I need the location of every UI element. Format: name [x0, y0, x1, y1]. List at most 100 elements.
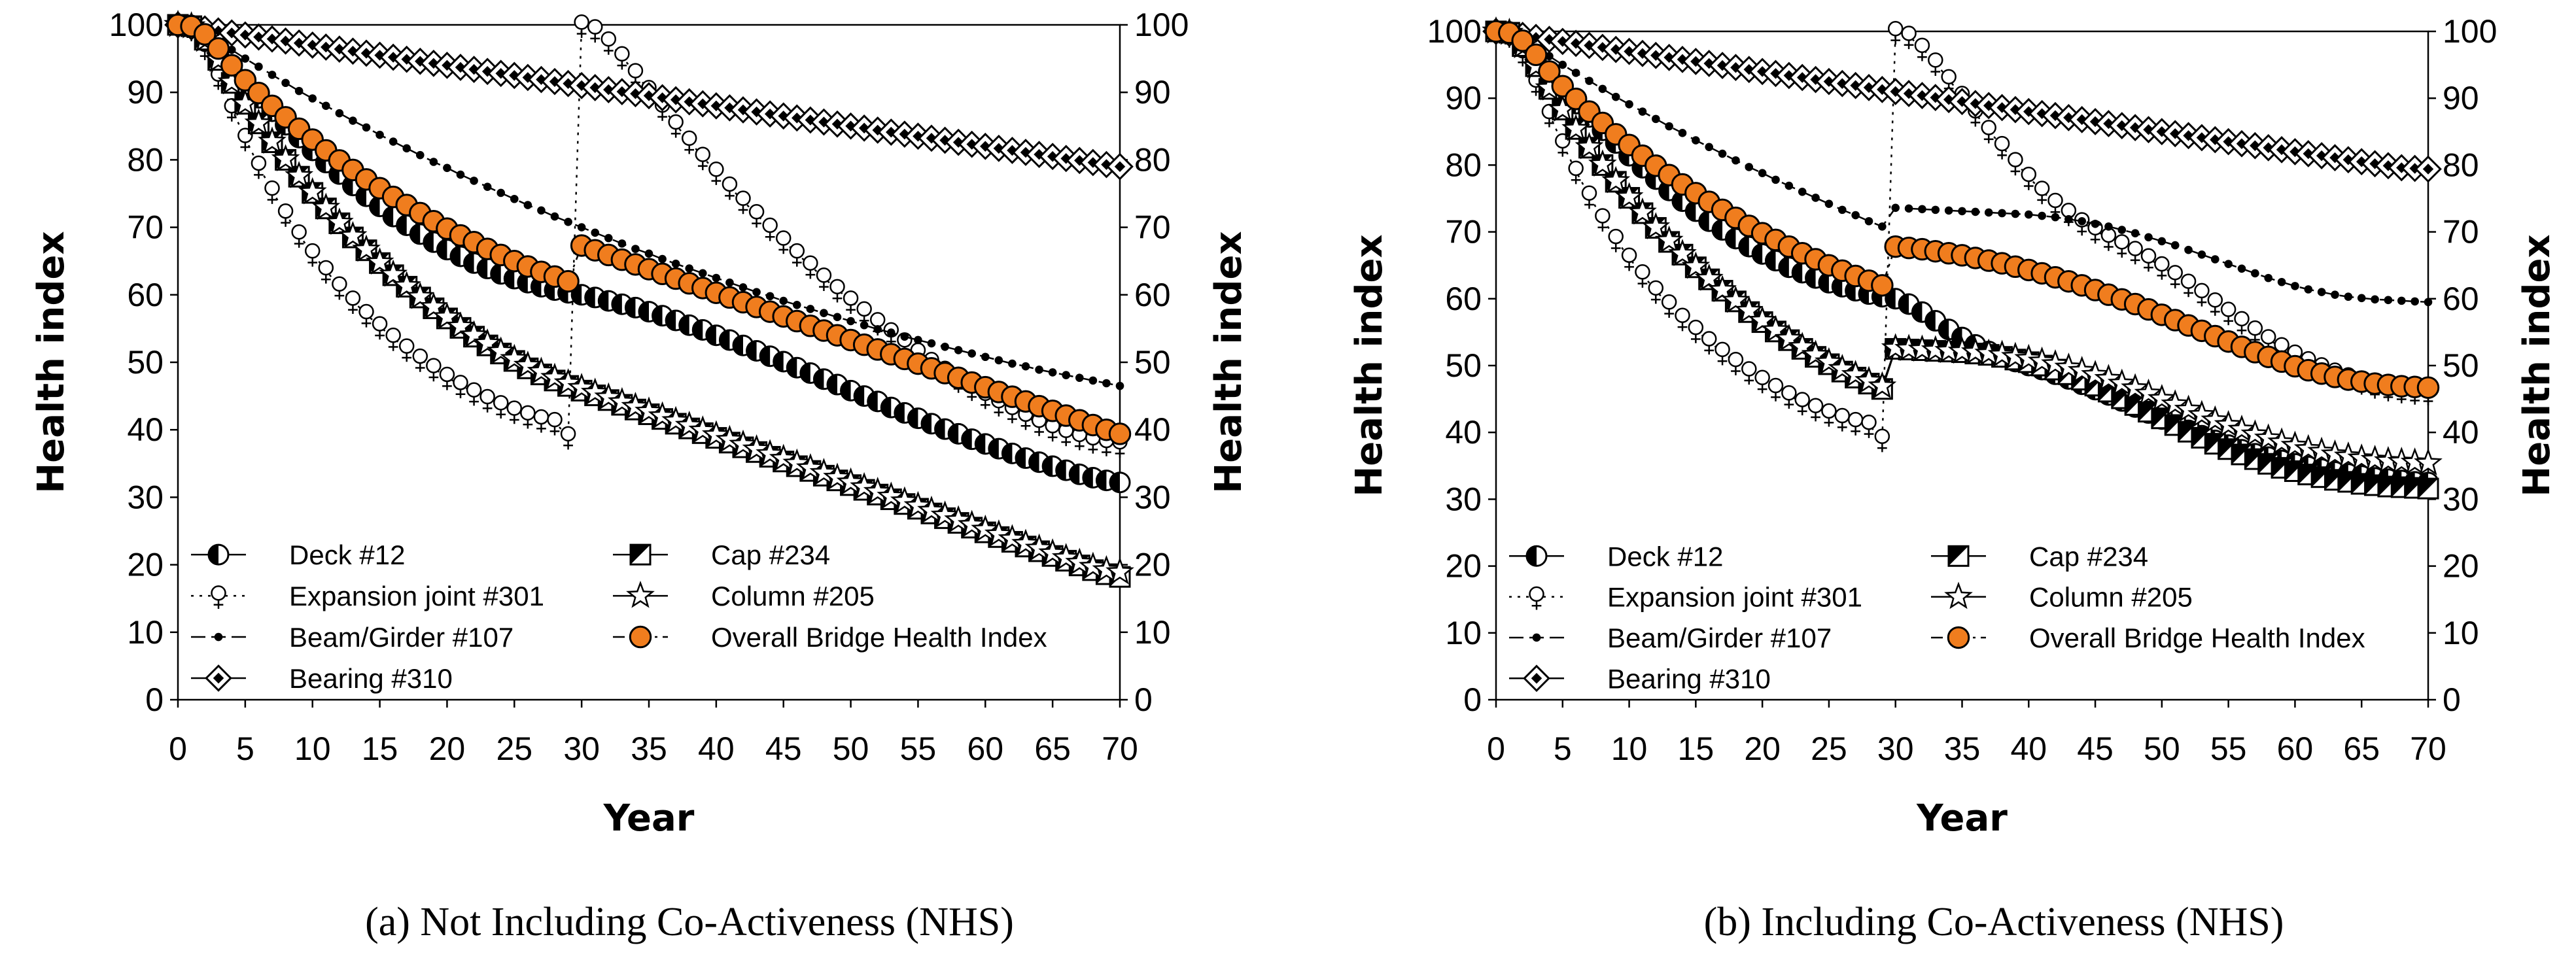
series-expansion-joint-301-marker-cross	[523, 419, 533, 429]
x-tick-label: 45	[765, 730, 802, 767]
series-beam-girder-107-marker	[2371, 295, 2379, 304]
series-expansion-joint-301-marker-cross	[2210, 307, 2220, 316]
series-beam-girder-107-marker	[1102, 379, 1111, 388]
series-expansion-joint-301-marker-cross	[617, 60, 627, 70]
series-expansion-joint-301-marker	[856, 301, 872, 317]
series-beam-girder-107-marker	[698, 269, 707, 278]
series-beam-girder-107-marker	[900, 332, 909, 341]
series-beam-girder-107-marker	[1745, 163, 1754, 171]
series-column-205-marker	[365, 247, 394, 275]
series-expansion-joint-301-marker-cross	[281, 218, 290, 227]
series-expansion-joint-301-marker	[479, 388, 495, 405]
series-beam-girder-107-marker	[618, 239, 627, 248]
series-expansion-joint-301-marker-cross	[334, 290, 345, 300]
series-column-205-marker	[352, 234, 381, 262]
series-beam-girder-107-marker	[308, 94, 317, 103]
series-column-205-marker	[917, 495, 946, 523]
series-beam-girder-107-marker	[752, 288, 761, 296]
y-tick-label-left: 20	[127, 547, 164, 583]
series-deck-12-marker-fill	[1819, 273, 1829, 293]
y-tick-label-right: 30	[2443, 481, 2479, 517]
y-tick-label-left: 30	[127, 479, 164, 515]
series-deck-12-marker-fill	[773, 351, 784, 371]
x-tick-label: 0	[169, 730, 187, 767]
series-expansion-joint-301-marker-cross	[697, 161, 708, 171]
x-tick-label: 70	[1102, 730, 1138, 767]
series-beam-girder-107-marker	[2237, 264, 2246, 273]
series-beam-girder-107-marker	[1008, 359, 1017, 368]
series-expansion-joint-301-marker	[1621, 247, 1637, 264]
series-beam-girder-107-marker	[591, 228, 600, 237]
series-beam-girder-107-marker	[2157, 237, 2167, 246]
series-beam-girder-107-marker	[1824, 199, 1834, 208]
series-beam-girder-107-marker	[765, 292, 775, 301]
series-column-205-marker	[1974, 338, 2004, 366]
y-tick-label-left: 30	[1445, 481, 1482, 517]
series-expansion-joint-301-marker-cross	[980, 400, 990, 409]
legend-marker-cross	[1531, 600, 1542, 610]
series-column-205-marker	[890, 486, 919, 514]
series-expansion-joint-301-marker-cross	[670, 129, 681, 138]
series-beam-girder-107-marker	[1971, 207, 1980, 216]
series-expansion-joint-301-marker	[2008, 152, 2023, 167]
series-expansion-joint-301-marker-cross	[725, 190, 735, 200]
series-beam-girder-107-marker	[537, 206, 546, 215]
series-expansion-joint-301-marker-cross	[1074, 441, 1085, 451]
x-tick-label: 65	[1034, 730, 1071, 767]
series-beam-girder-107-marker	[335, 109, 344, 118]
series-deck-12-marker-fill	[814, 369, 824, 389]
series-column-205-marker	[1960, 337, 1990, 365]
series-column-205-marker	[688, 415, 718, 443]
series-beam-girder-107-marker	[2357, 294, 2366, 303]
series-deck-12-marker-fill	[746, 341, 757, 361]
series-column-205-marker	[285, 161, 314, 188]
series-cap-234-marker-fill	[2165, 415, 2185, 435]
x-tick-label: 0	[1487, 730, 1505, 767]
legend-marker-fill	[1531, 673, 1542, 684]
series-beam-girder-107-marker	[1062, 371, 1071, 379]
legend-label: Deck #12	[1607, 541, 1723, 572]
series-expansion-joint-301-marker	[668, 114, 684, 130]
legend-label: Expansion joint #301	[1607, 582, 1862, 613]
series-expansion-joint-301-marker	[869, 312, 886, 328]
legend-entry: Beam/Girder #107	[1509, 623, 1832, 653]
series-beam-girder-107-marker	[1958, 207, 1966, 216]
series-beam-girder-107-marker	[1904, 204, 1913, 213]
series-beam-girder-107-marker	[2184, 245, 2193, 254]
x-tick-label: 10	[1611, 730, 1648, 767]
y-tick-label-left: 90	[127, 74, 164, 111]
series-column-205	[164, 9, 1134, 585]
series-expansion-joint-301-marker	[1874, 428, 1890, 444]
series-column-205-marker	[1841, 360, 1870, 387]
series-beam-girder-107-marker	[1558, 60, 1567, 69]
y-tick-label-left: 50	[127, 344, 164, 381]
series-bearing-310-marker-fill	[2422, 163, 2434, 175]
series-column-205-marker	[2134, 378, 2163, 406]
series-deck-12-marker-fill	[975, 434, 986, 454]
series-expansion-joint-301-marker-cross	[1544, 118, 1554, 128]
series-expansion-joint-301-marker-cross	[482, 403, 493, 413]
series-expansion-joint-301-marker-cross	[1997, 150, 2007, 160]
x-axis-title: Year	[1916, 797, 2008, 840]
series-beam-girder-107-marker	[389, 137, 398, 146]
series-deck-12-marker-fill	[1792, 262, 1803, 283]
series-expansion-joint-301-marker-cross	[2023, 181, 2034, 190]
legend-marker	[1944, 581, 1973, 609]
series-expansion-joint-301-marker-cross	[657, 112, 667, 121]
series-beam-girder-107-marker	[402, 144, 411, 153]
series-deck-12-marker-fill	[1056, 460, 1066, 481]
series-expansion-joint-301-marker	[1847, 411, 1864, 428]
series-column-205-marker	[1011, 528, 1040, 557]
series-deck-12-marker-fill	[787, 358, 797, 378]
series-expansion-joint-301-marker	[614, 46, 630, 62]
legend-marker-fill	[631, 545, 650, 565]
series-expansion-joint-301-marker-cross	[994, 407, 1004, 417]
series-beam-girder-107-marker	[1571, 69, 1580, 77]
series-beam-girder-107-marker	[2170, 241, 2180, 250]
series-expansion-joint-301-marker-cross	[1784, 400, 1794, 409]
series-beam-girder-107-marker	[1891, 203, 1900, 213]
series-expansion-joint-301-marker-cross	[1837, 422, 1847, 432]
series-deck-12-marker-fill	[1002, 443, 1013, 464]
legend-entry: Overall Bridge Health Index	[613, 622, 1047, 653]
series-expansion-joint-301-marker-cross	[1757, 384, 1767, 394]
